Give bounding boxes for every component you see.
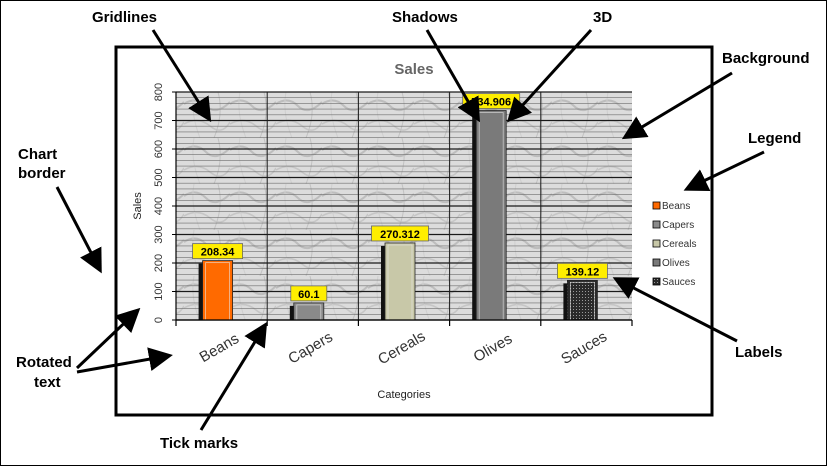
- y-tick-label: 0: [153, 317, 165, 323]
- legend-item-capers: Capers: [652, 220, 694, 231]
- bar-olives: [472, 110, 507, 321]
- arrow-rotated-text-1: [75, 307, 141, 370]
- data-label-value: 208.34: [201, 247, 236, 259]
- arrow-rotated-text-2: [76, 347, 173, 374]
- legend-item-beans: Beans: [652, 201, 690, 212]
- y-tick-label: 500: [153, 168, 165, 186]
- bar-body: [293, 302, 325, 321]
- data-label-value: 139.12: [566, 266, 600, 278]
- annotation-labels: Labels: [735, 344, 783, 361]
- y-tick-label: 700: [153, 111, 165, 129]
- annotation-background: Background: [722, 50, 810, 67]
- bar-shadow: [198, 263, 204, 320]
- data-label-value: 60.1: [298, 289, 319, 301]
- bar-body: [384, 242, 416, 321]
- y-tick-label: 200: [153, 254, 165, 272]
- legend-swatch: [652, 220, 661, 229]
- chart-title: Sales: [394, 61, 433, 78]
- annotation-rotated-text-line1: Rotated: [16, 354, 72, 371]
- bar-shadow: [472, 113, 478, 320]
- bar-shadow: [381, 245, 386, 320]
- arrow-gridlines: [151, 29, 212, 123]
- bar-body: [202, 260, 234, 321]
- annotation-chart-border-line2: border: [18, 165, 66, 182]
- data-labels: 208.34 60.1 270.312 734.906 139.12: [192, 93, 608, 302]
- data-label-value: 734.906: [471, 97, 511, 109]
- x-axis-title: Categories: [377, 389, 431, 401]
- legend: Beans Capers Cereals Olives Sauces: [652, 201, 696, 288]
- annotation-gridlines: Gridlines: [92, 9, 157, 26]
- annotation-3d: 3D: [593, 9, 612, 26]
- arrow-tick-marks: [199, 321, 268, 431]
- legend-label: Capers: [662, 220, 694, 231]
- arrow-3d: [506, 28, 593, 123]
- annotation-chart-border-line1: Chart: [18, 146, 57, 163]
- annotation-rotated-text-line2: text: [34, 374, 61, 391]
- legend-label: Cereals: [662, 239, 696, 250]
- legend-label: Olives: [662, 258, 690, 269]
- data-label-box: [290, 285, 328, 302]
- legend-swatch: [652, 258, 661, 267]
- arrow-labels: [612, 277, 738, 343]
- legend-swatch: [652, 277, 661, 286]
- data-label-value: 270.312: [380, 229, 420, 241]
- y-tick-label: 300: [153, 225, 165, 243]
- legend-swatch: [652, 201, 661, 210]
- y-axis-tick-labels: 0 100 200 300 400 500 600 700 800: [153, 83, 176, 323]
- data-label: 60.1: [290, 285, 328, 302]
- legend-label: Sauces: [662, 277, 695, 288]
- y-axis-title: Sales: [132, 192, 144, 220]
- data-label-box: [371, 225, 429, 242]
- data-label: 208.34: [192, 243, 244, 260]
- bar-series: [198, 110, 598, 321]
- x-axis-tick-marks: [175, 320, 633, 326]
- bar-capers: [289, 302, 325, 321]
- bar-body: [567, 279, 598, 321]
- y-tick-label: 800: [153, 83, 165, 101]
- legend-item-sauces: Sauces: [652, 277, 695, 288]
- legend-label: Beans: [662, 201, 690, 212]
- y-tick-label: 600: [153, 140, 165, 158]
- y-tick-label: 400: [153, 197, 165, 215]
- bar-shadow: [289, 305, 295, 320]
- data-label-box: [192, 243, 244, 260]
- legend-item-olives: Olives: [652, 258, 690, 269]
- legend-item-cereals: Cereals: [652, 239, 696, 250]
- bar-cereals: [381, 242, 416, 321]
- annotation-tick-marks: Tick marks: [160, 435, 238, 452]
- bar-sauces: [563, 279, 598, 321]
- legend-swatch: [652, 239, 661, 248]
- arrow-legend: [683, 150, 765, 192]
- y-tick-label: 100: [153, 282, 165, 300]
- data-label: 139.12: [557, 262, 608, 279]
- annotation-legend: Legend: [748, 130, 801, 147]
- arrow-chart-border: [55, 186, 102, 274]
- bar-beans: [198, 260, 234, 321]
- arrow-background: [621, 71, 733, 140]
- data-label: 270.312: [371, 225, 429, 242]
- arrow-shadows: [425, 29, 480, 123]
- bar-shadow: [563, 283, 569, 320]
- data-label-box: [557, 262, 608, 279]
- annotation-shadows: Shadows: [392, 9, 458, 26]
- bar-body: [475, 110, 507, 321]
